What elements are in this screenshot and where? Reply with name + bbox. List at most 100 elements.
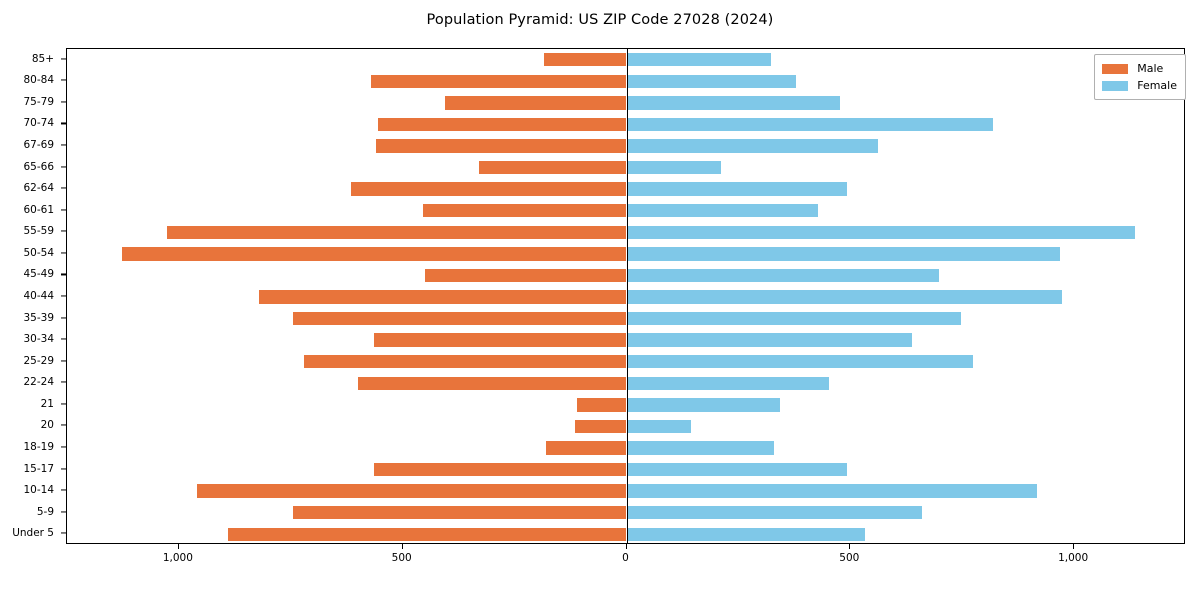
y-tick-mark [61, 101, 66, 103]
y-tick-mark [61, 79, 66, 81]
bar-row [67, 333, 1184, 347]
bar-male [543, 53, 627, 67]
bar-female [626, 527, 865, 541]
bar-female [626, 484, 1038, 498]
bar-row [67, 355, 1184, 369]
y-tick-mark [61, 317, 66, 319]
bar-row [67, 117, 1184, 132]
bar-male [304, 355, 627, 369]
y-tick-mark [61, 424, 66, 426]
x-tick-mark [401, 544, 403, 549]
bar-female [626, 505, 922, 520]
y-tick-label: 5-9 [36, 505, 54, 518]
bar-row [67, 376, 1184, 390]
bar-male [575, 419, 627, 434]
y-tick-mark [61, 209, 66, 211]
y-tick-label: 62-64 [23, 182, 54, 195]
y-tick-label: 40-44 [23, 290, 54, 302]
bar-row [67, 505, 1184, 520]
bar-row [67, 74, 1184, 89]
y-tick-label: 75-79 [23, 95, 54, 108]
bar-female [626, 290, 1062, 304]
y-tick-mark [61, 511, 66, 513]
y-tick-label: 15-17 [23, 462, 54, 475]
y-tick-label: 30-34 [23, 333, 54, 346]
y-tick-mark [61, 381, 66, 383]
y-tick-label: 10-14 [23, 484, 54, 497]
y-tick-label: 70-74 [23, 117, 54, 130]
y-tick-mark [61, 338, 66, 340]
bar-male [478, 160, 627, 175]
bar-female [626, 204, 819, 218]
bar-male [375, 139, 627, 153]
y-tick-label: 80-84 [23, 74, 54, 87]
bar-row [67, 247, 1184, 261]
bar-male [577, 398, 627, 412]
y-tick-label: 85+ [31, 52, 54, 65]
bar-male [425, 268, 627, 283]
bar-female [626, 225, 1135, 239]
y-tick-label: 67-69 [23, 139, 54, 152]
bar-row [67, 96, 1184, 110]
bar-row [67, 398, 1184, 412]
y-tick-label: 55-59 [23, 225, 54, 238]
x-axis: 1,000 500 0 500 1,000 [66, 544, 1185, 584]
bar-female [626, 419, 691, 434]
bar-female [626, 96, 841, 110]
bar-row [67, 419, 1184, 434]
bar-row [67, 462, 1184, 477]
x-tick-mark [177, 544, 179, 549]
bar-row [67, 290, 1184, 304]
legend-label: Female [1137, 79, 1177, 92]
x-tick-mark [1073, 544, 1075, 549]
bar-male [373, 462, 627, 477]
bar-female [626, 53, 771, 67]
bar-row [67, 484, 1184, 498]
x-tick-label: 500 [839, 552, 860, 564]
y-tick-mark [61, 489, 66, 491]
bar-male [259, 290, 627, 304]
bar-female [626, 376, 829, 390]
zero-axis-line [626, 49, 628, 543]
bar-male [351, 182, 627, 196]
bar-female [626, 311, 962, 326]
x-tick-mark [849, 544, 851, 549]
bar-female [626, 139, 879, 153]
bar-male [371, 74, 627, 89]
bar-male [422, 204, 627, 218]
legend-swatch-male [1102, 63, 1129, 74]
y-tick-label: 18-19 [23, 440, 54, 453]
bar-male [122, 247, 627, 261]
bar-female [626, 398, 780, 412]
y-tick-label: 21 [40, 397, 54, 410]
y-tick-mark [61, 144, 66, 146]
y-tick-label: 50-54 [23, 246, 54, 259]
bar-male [545, 441, 627, 455]
bar-female [626, 268, 939, 283]
bar-male [378, 117, 627, 132]
y-axis: 85+ 80-84 75-79 70-74 67-69 65-66 62-64 60-61 55… [0, 48, 66, 544]
bar-row [67, 527, 1184, 541]
bar-male [293, 505, 627, 520]
y-tick-label: 22-24 [23, 376, 54, 389]
y-tick-mark [61, 187, 66, 189]
bar-row [67, 160, 1184, 175]
bar-female [626, 462, 847, 477]
y-tick-label: 25-29 [23, 354, 54, 367]
bar-male [445, 96, 627, 110]
bar-row [67, 268, 1184, 283]
bar-male [373, 333, 627, 347]
y-tick-label: 45-49 [23, 268, 54, 281]
bar-female [626, 333, 913, 347]
legend: Male Female [1094, 54, 1186, 100]
y-tick-mark [61, 295, 66, 297]
x-tick-mark [625, 544, 627, 549]
chart-title: Population Pyramid: US ZIP Code 27028 (2… [426, 12, 774, 28]
y-tick-mark [61, 273, 66, 275]
legend-label: Male [1137, 62, 1164, 75]
legend-item-male[interactable]: Male [1102, 60, 1177, 77]
bar-male [293, 311, 627, 326]
legend-item-female[interactable]: Female [1102, 77, 1177, 94]
y-tick-mark [61, 252, 66, 254]
